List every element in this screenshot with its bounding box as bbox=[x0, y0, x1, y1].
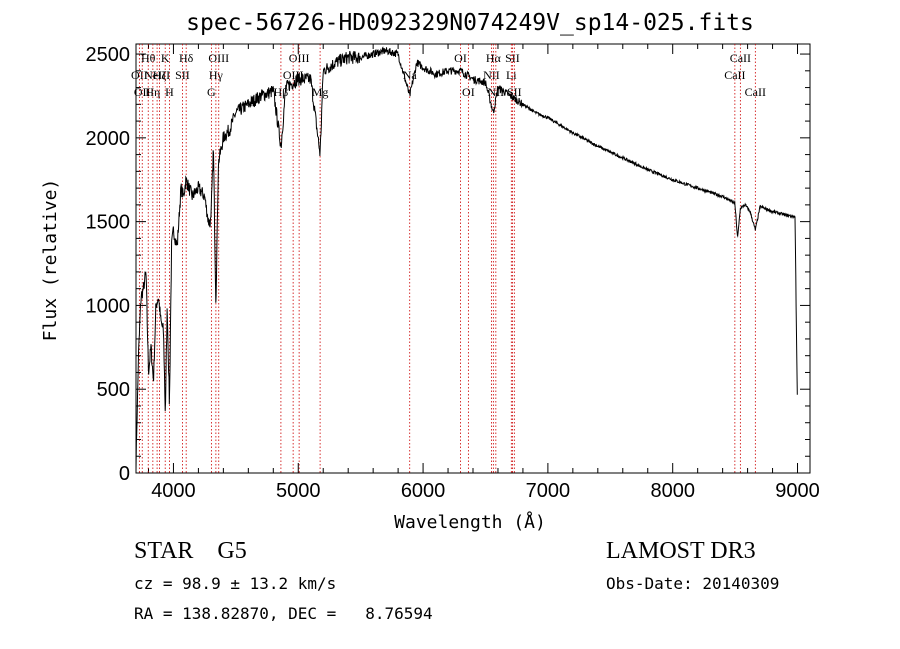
line-mark-label: SII bbox=[505, 51, 520, 65]
line-mark-label: CaII bbox=[745, 85, 766, 99]
plot-frame bbox=[135, 43, 811, 474]
plot-axes: 4000 5000 6000 7000 8000 9000 0 500 1000 1500 2000… bbox=[86, 43, 820, 502]
line-mark-label: OII bbox=[134, 85, 151, 99]
y-tick-label: 1000 bbox=[86, 295, 131, 317]
line-mark-label: Hζ bbox=[153, 68, 167, 82]
line-mark-label: H bbox=[165, 85, 174, 99]
line-mark-label: Hθ bbox=[141, 51, 156, 65]
x-tick-label: 4000 bbox=[151, 480, 196, 502]
chart-title: spec-56726-HD092329N074249V_sp14-025.fit… bbox=[186, 10, 754, 36]
y-axis-label: Flux (relative) bbox=[40, 179, 61, 342]
line-mark-label: G bbox=[207, 85, 216, 99]
line-mark-label: Li bbox=[506, 68, 517, 82]
line-mark-label: Hγ bbox=[209, 68, 224, 82]
y-tick-label: 2500 bbox=[86, 44, 131, 66]
line-mark-label: OI bbox=[462, 85, 475, 99]
line-mark-label: Hδ bbox=[179, 51, 194, 65]
line-mark-label: Hα bbox=[486, 51, 502, 65]
line-mark-label: SII bbox=[175, 68, 190, 82]
line-mark-label: NeIII bbox=[144, 68, 170, 82]
line-mark-label: OIII bbox=[289, 51, 310, 65]
spectrum-line bbox=[135, 46, 798, 472]
spectral-line-marks: OIIOIIHθHηNeIIIHζKHSIIHδGHγOIIIHβOIIIOII… bbox=[131, 44, 766, 473]
x-tick-label: 6000 bbox=[401, 480, 446, 502]
obs-date: Obs-Date: 20140309 bbox=[606, 574, 780, 593]
y-tick-label: 2000 bbox=[86, 128, 131, 150]
y-tick-label: 1500 bbox=[86, 212, 131, 234]
x-tick-label: 9000 bbox=[775, 480, 820, 502]
x-tick-label: 8000 bbox=[650, 480, 695, 502]
y-tick-label: 0 bbox=[119, 463, 130, 485]
line-mark-label: OIII bbox=[208, 51, 229, 65]
x-tick-label: 5000 bbox=[276, 480, 321, 502]
spectrum-series bbox=[135, 46, 798, 472]
line-mark-label: K bbox=[161, 51, 170, 65]
line-mark-label: NII bbox=[483, 68, 500, 82]
x-tick-label: 7000 bbox=[526, 480, 571, 502]
survey-name: LAMOST DR3 bbox=[606, 538, 756, 564]
line-mark-label: CaII bbox=[730, 51, 751, 65]
line-mark-label: OII bbox=[131, 68, 148, 82]
y-tick-label: 500 bbox=[97, 379, 130, 401]
line-mark-label: OI bbox=[454, 51, 467, 65]
x-axis-label: Wavelength (Å) bbox=[394, 511, 546, 533]
object-class: STAR G5 bbox=[134, 538, 247, 564]
line-mark-label: Hη bbox=[145, 85, 160, 99]
redshift-info: cz = 98.9 ± 13.2 km/s bbox=[134, 574, 337, 593]
line-mark-label: CaII bbox=[724, 68, 745, 82]
coordinates: RA = 138.82870, DEC = 8.76594 bbox=[134, 604, 433, 623]
line-mark-label: Mg bbox=[312, 85, 329, 99]
